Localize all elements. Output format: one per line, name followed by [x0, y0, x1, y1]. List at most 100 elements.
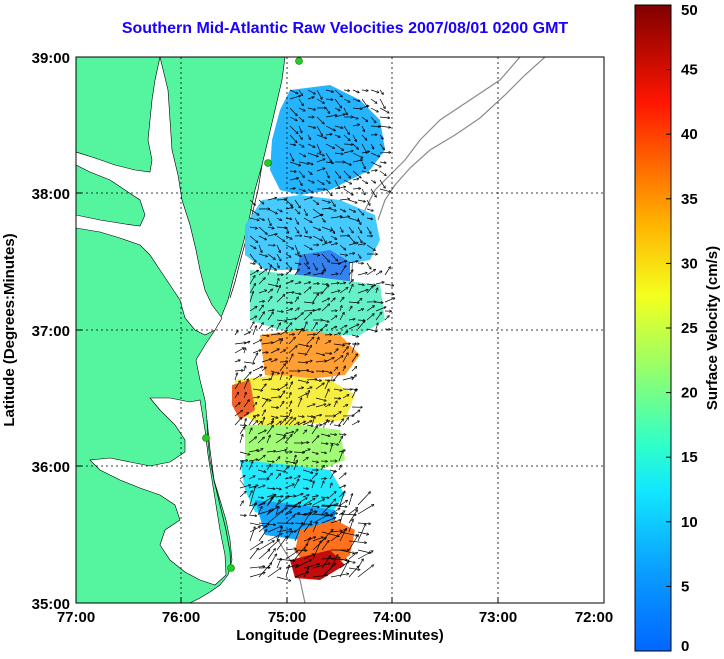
- velocity-arrow: [285, 319, 297, 321]
- velocity-arrow: [267, 568, 281, 578]
- velocity-arrow: [279, 339, 282, 345]
- velocity-arrow: [375, 307, 386, 312]
- velocity-arrow: [370, 126, 380, 127]
- velocity-arrow: [315, 404, 326, 408]
- velocity-arrow: [261, 399, 268, 408]
- velocity-arrow: [279, 350, 285, 354]
- velocity-arrow: [321, 242, 331, 246]
- velocity-arrow: [361, 188, 365, 195]
- velocity-arrow: [357, 208, 364, 215]
- velocity-arrow: [249, 263, 255, 264]
- velocity-arrow: [330, 253, 337, 261]
- velocity-arrow: [293, 422, 299, 426]
- velocity-arrow: [330, 274, 338, 275]
- velocity-arrow: [348, 566, 359, 578]
- velocity-arrow: [267, 495, 276, 506]
- velocity-arrow: [334, 107, 340, 111]
- velocity-arrow: [267, 297, 272, 303]
- velocity-arrow: [315, 338, 319, 345]
- velocity-arrow: [303, 197, 312, 201]
- velocity-arrow: [284, 417, 292, 426]
- velocity-arrow: [270, 373, 273, 381]
- velocity-arrow: [243, 393, 246, 399]
- velocity-arrow: [351, 421, 359, 426]
- velocity-arrow: [348, 306, 352, 312]
- velocity-arrow: [307, 170, 312, 174]
- velocity-arrow: [279, 402, 284, 408]
- velocity-arrow: [234, 403, 240, 408]
- velocity-arrow: [339, 217, 349, 219]
- velocity-arrow: [285, 565, 289, 578]
- velocity-arrow: [243, 372, 251, 381]
- velocity-arrow: [342, 377, 353, 381]
- velocity-arrow: [333, 349, 338, 354]
- velocity-arrow: [311, 417, 315, 426]
- velocity-arrow: [298, 125, 302, 133]
- velocity-arrow: [342, 366, 345, 372]
- velocity-arrow: [351, 343, 356, 354]
- velocity-arrow: [379, 143, 384, 149]
- velocity-arrow: [303, 217, 312, 222]
- velocity-arrow: [321, 208, 331, 209]
- velocity-arrow: [312, 563, 330, 569]
- velocity-arrow: [297, 388, 303, 390]
- velocity-arrow: [352, 108, 362, 109]
- velocity-arrow: [375, 312, 382, 321]
- velocity-arrow: [275, 474, 280, 480]
- velocity-arrow: [276, 576, 290, 581]
- velocity-arrow: [312, 254, 319, 255]
- velocity-arrow: [303, 498, 315, 506]
- velocity-arrow: [234, 418, 242, 426]
- velocity-arrow: [298, 188, 305, 191]
- velocity-arrow: [267, 198, 276, 201]
- velocity-arrow: [303, 322, 307, 330]
- velocity-arrow: [266, 451, 275, 452]
- velocity-arrow: [267, 534, 282, 542]
- velocity-arrow: [330, 208, 336, 211]
- velocity-arrow: [294, 293, 301, 294]
- velocity-arrow: [357, 284, 364, 285]
- velocity-arrow: [338, 486, 345, 489]
- colorbar-tick-label: 20: [681, 385, 698, 402]
- velocity-arrow: [293, 455, 296, 462]
- velocity-arrow: [294, 297, 298, 303]
- velocity-arrow: [352, 125, 359, 127]
- velocity-arrow: [248, 450, 258, 453]
- velocity-arrow: [361, 125, 364, 131]
- velocity-arrow: [285, 244, 293, 249]
- velocity-arrow: [285, 531, 292, 542]
- velocity-arrow: [325, 170, 329, 178]
- velocity-arrow: [267, 253, 275, 259]
- velocity-arrow: [307, 107, 315, 110]
- y-tick-label: 39:00: [32, 50, 70, 67]
- velocity-arrow: [315, 352, 324, 355]
- station-marker: [295, 57, 303, 65]
- velocity-arrow: [307, 161, 313, 165]
- velocity-arrow: [338, 434, 346, 435]
- velocity-arrow: [248, 416, 255, 426]
- velocity-arrow: [303, 282, 310, 285]
- velocity-arrow: [330, 555, 338, 569]
- velocity-arrow: [330, 263, 340, 264]
- velocity-arrow: [379, 188, 390, 192]
- velocity-arrow: [339, 266, 346, 276]
- velocity-arrow: [357, 299, 362, 303]
- velocity-arrow: [270, 334, 280, 336]
- velocity-arrow: [303, 313, 312, 321]
- velocity-arrow: [257, 503, 265, 507]
- velocity-arrow: [330, 235, 337, 239]
- velocity-arrow: [338, 451, 343, 462]
- velocity-arrow: [288, 382, 292, 390]
- y-tick-label: 37:00: [32, 323, 70, 340]
- velocity-arrow: [370, 152, 380, 157]
- velocity-arrow: [357, 199, 365, 202]
- velocity-arrow: [343, 134, 350, 140]
- velocity-arrow: [348, 285, 353, 294]
- velocity-arrow: [357, 217, 361, 224]
- velocity-arrow: [297, 416, 304, 417]
- velocity-arrow: [311, 461, 318, 462]
- velocity-arrow: [302, 504, 311, 507]
- velocity-arrow: [352, 160, 362, 163]
- velocity-arrow: [361, 170, 369, 173]
